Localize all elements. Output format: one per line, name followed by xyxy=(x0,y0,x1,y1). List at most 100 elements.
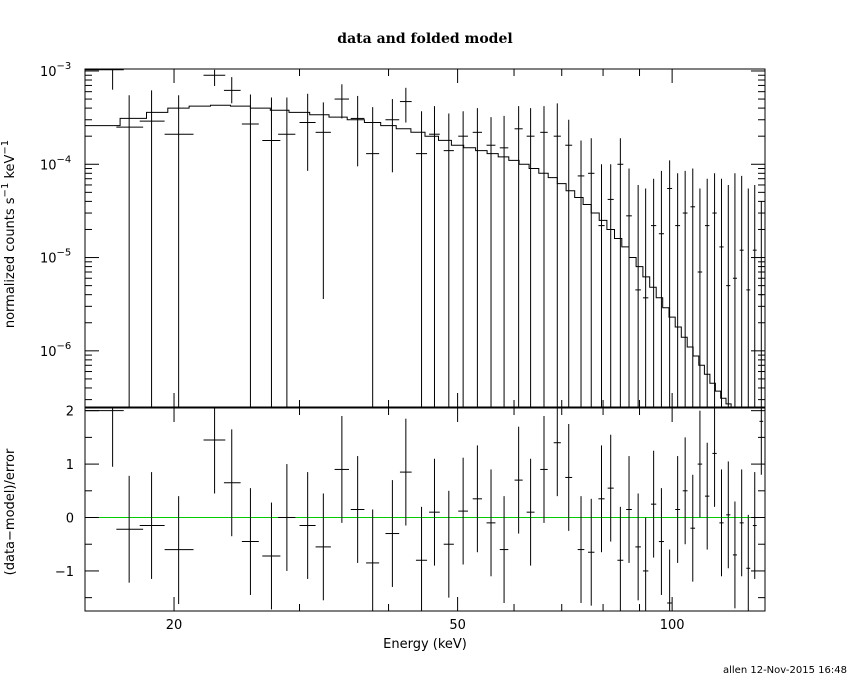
ylabel-exp-1: −1 xyxy=(0,183,11,198)
data-point xyxy=(526,108,535,407)
ylabel-part-2: keV xyxy=(3,154,18,182)
residual-point xyxy=(712,408,717,507)
residual-point xyxy=(472,445,482,553)
residual-point xyxy=(588,498,595,606)
data-point xyxy=(746,188,751,407)
residual-point xyxy=(241,488,259,595)
data-point xyxy=(385,99,400,173)
data-point xyxy=(667,160,673,407)
data-point xyxy=(704,178,710,407)
data-point xyxy=(719,178,724,407)
data-point xyxy=(486,117,496,407)
y-tick-mantissa: 10 xyxy=(40,158,57,173)
residual-point xyxy=(635,493,641,601)
residual-point xyxy=(642,517,649,611)
y-tick-exponent: −3 xyxy=(57,61,72,72)
data-point xyxy=(650,178,657,407)
residual-point xyxy=(385,480,400,587)
residual-point xyxy=(658,488,664,595)
residual-point xyxy=(697,410,703,518)
data-point xyxy=(712,173,717,407)
data-point xyxy=(366,107,380,407)
data-point xyxy=(334,84,349,119)
data-point xyxy=(682,170,688,407)
residual-point xyxy=(719,469,724,577)
x-tick-label: 20 xyxy=(166,618,183,633)
data-point xyxy=(540,106,548,407)
data-points xyxy=(85,69,764,407)
residual-point xyxy=(626,456,632,563)
residual-points xyxy=(85,408,764,611)
data-point xyxy=(759,201,764,407)
y-tick-exponent: −4 xyxy=(57,154,72,165)
y-tick-label: 1 xyxy=(66,458,74,473)
residual-point xyxy=(443,490,454,598)
data-point xyxy=(675,173,681,407)
residual-point xyxy=(139,472,165,579)
x-axis-label: Energy (keV) xyxy=(383,637,467,652)
residual-point xyxy=(164,496,194,605)
data-point xyxy=(472,108,482,407)
residual-point xyxy=(726,461,731,569)
residual-point xyxy=(739,469,744,577)
y-tick-label: 10−5 xyxy=(40,248,71,267)
residual-point xyxy=(315,493,331,601)
residuals-y-axis-label: (data−model)/error xyxy=(3,448,18,575)
residual-point xyxy=(682,437,688,545)
residual-point xyxy=(278,464,296,571)
residual-point xyxy=(203,408,226,494)
y-tick-exponent: −5 xyxy=(57,248,72,259)
residual-point xyxy=(540,416,548,523)
data-point xyxy=(626,168,632,407)
residual-point xyxy=(223,429,241,537)
data-point xyxy=(732,173,737,407)
residual-point xyxy=(667,549,673,611)
y-tick-mantissa: 10 xyxy=(40,65,57,80)
residual-point xyxy=(415,506,428,611)
residual-point xyxy=(553,408,561,497)
y-tick-label: 2 xyxy=(66,405,74,420)
data-point xyxy=(577,140,585,407)
data-point xyxy=(565,119,573,407)
residual-point xyxy=(675,456,681,563)
x-tick-label: 100 xyxy=(660,618,685,633)
data-point xyxy=(223,77,241,104)
y-tick-label: 10−3 xyxy=(40,61,71,80)
y-tick-mantissa: 10 xyxy=(40,345,57,360)
x-tick-label: 50 xyxy=(449,618,466,633)
residual-point xyxy=(526,458,535,566)
residual-point xyxy=(650,450,657,558)
y-tick-label: −1 xyxy=(55,565,74,580)
residual-point xyxy=(617,506,624,611)
residual-point xyxy=(499,496,509,603)
residual-point xyxy=(607,434,614,542)
residual-point xyxy=(262,502,281,610)
residual-point xyxy=(366,509,380,611)
data-point xyxy=(553,103,561,407)
residual-point xyxy=(759,408,764,475)
data-point xyxy=(350,95,365,167)
residual-point xyxy=(746,514,751,611)
residual-point xyxy=(486,469,496,577)
residual-point xyxy=(690,474,696,582)
ylabel-exp-2: −1 xyxy=(0,140,11,155)
data-point xyxy=(315,102,331,299)
data-point xyxy=(399,87,412,123)
data-point xyxy=(752,184,757,407)
spectrum-axes: 10−310−410−510−6 xyxy=(40,61,765,407)
data-point xyxy=(617,138,624,407)
data-point xyxy=(499,115,509,407)
data-point xyxy=(139,90,165,407)
y-tick-label: 0 xyxy=(66,512,74,527)
y-tick-label: 10−6 xyxy=(40,341,71,360)
residuals-frame xyxy=(84,407,766,612)
residual-point xyxy=(577,496,585,603)
data-point xyxy=(598,164,605,407)
residual-point xyxy=(732,501,737,609)
data-point xyxy=(429,106,440,407)
data-point xyxy=(658,170,664,407)
data-point xyxy=(726,184,731,407)
residuals-panel: 2 1 0 −1 20 50 100 (data−model)/error Energy (… xyxy=(3,405,766,652)
data-point xyxy=(514,106,523,407)
